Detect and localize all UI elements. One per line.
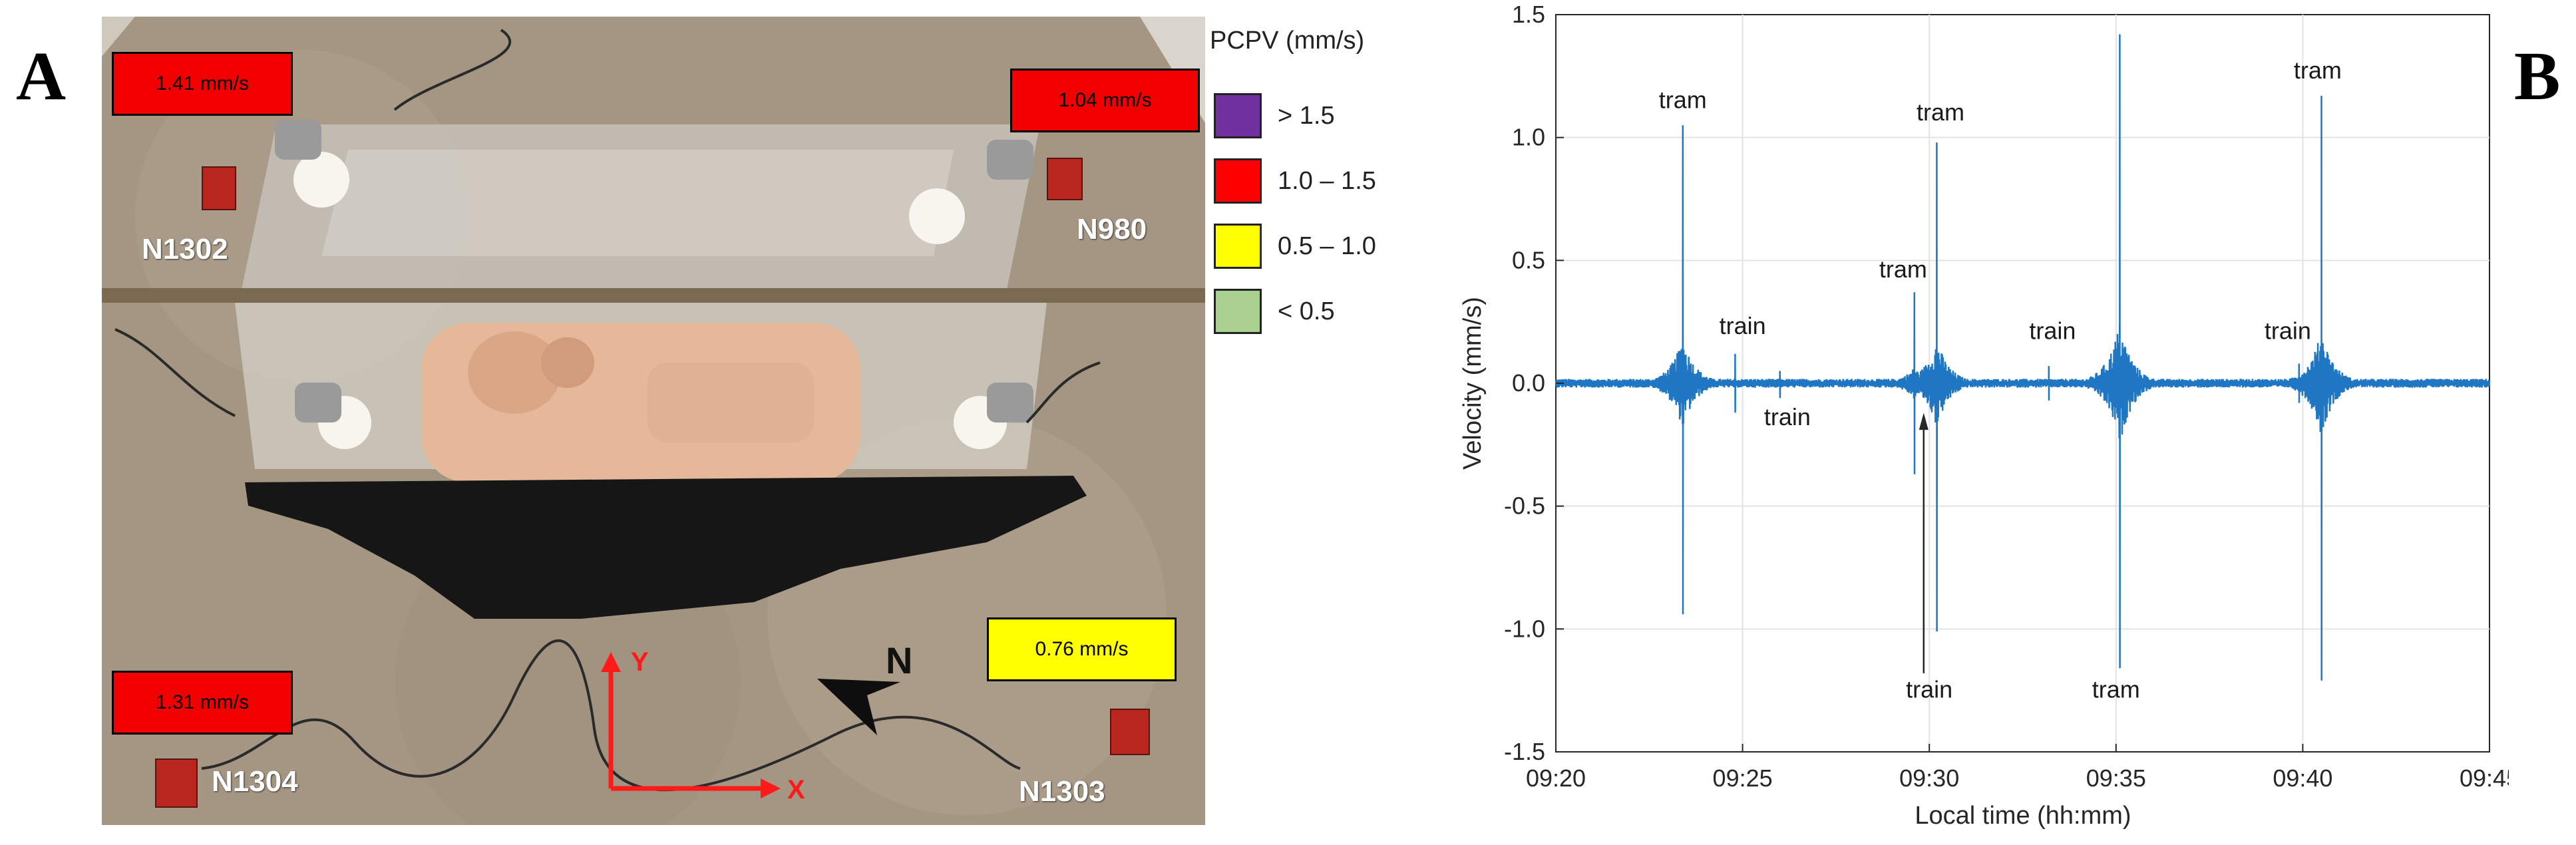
- velocity-line: [1555, 34, 2491, 681]
- x-axis-title: Local time (hh:mm): [1915, 802, 2131, 830]
- y-axis-title: Velocity (mm/s): [1459, 297, 1487, 470]
- annotation-label: train: [2265, 317, 2311, 345]
- photo-scene: [102, 17, 1205, 825]
- y-tick-label: -1.0: [1504, 615, 1545, 642]
- annotation-label: tram: [1659, 86, 1707, 113]
- y-tick-label: 1.0: [1512, 124, 1545, 151]
- y-tick-label: -1.5: [1504, 738, 1545, 765]
- legend-swatch: [1214, 289, 1262, 334]
- annotation-label: train: [1906, 676, 1952, 703]
- axis-ticks: 09:20 09:25 09:30 09:35 09:40 09:45 1.5 1.0 0.5 0…: [1504, 1, 2509, 792]
- legend-label: < 0.5: [1278, 297, 1335, 325]
- legend-swatch: [1214, 224, 1262, 269]
- x-tick-label: 09:40: [2273, 764, 2332, 792]
- y-tick-label: -0.5: [1504, 492, 1545, 520]
- x-tick-label: 09:20: [1526, 764, 1586, 792]
- sensor-label-n1303: N1303: [1019, 775, 1105, 808]
- legend-item: 1.0 – 1.5: [1214, 158, 1376, 204]
- y-axis-label: Y: [631, 647, 649, 677]
- legend-item: > 1.5: [1214, 93, 1335, 138]
- north-arrow-icon: [817, 679, 900, 735]
- legend-item: 0.5 – 1.0: [1214, 224, 1376, 269]
- value-box-n980: 1.04 mm/s: [1010, 69, 1200, 132]
- legend-label: > 1.5: [1278, 101, 1335, 130]
- arrow-head: [1919, 413, 1929, 430]
- black-cloth: [245, 476, 1087, 619]
- north-label: N: [886, 639, 913, 681]
- annotation-label: tram: [2092, 676, 2140, 703]
- sensor-label-n1302: N1302: [142, 233, 228, 265]
- x-axis-label: X: [787, 775, 805, 804]
- value-box-n1303: 0.76 mm/s: [987, 617, 1177, 681]
- sensor-device-n1303: [1110, 709, 1150, 755]
- annotations: tram train train tram tram train train tram trai…: [1659, 57, 2342, 703]
- sensor-label-n980: N980: [1077, 213, 1147, 246]
- legend-swatch: [1214, 93, 1262, 138]
- annotation-label: tram: [2294, 57, 2342, 84]
- panel-b-letter: B: [2514, 38, 2561, 114]
- value-box-n1302: 1.41 mm/s: [112, 52, 293, 116]
- x-tick-label: 09:45: [2460, 764, 2509, 792]
- sensor-device-n1304: [155, 759, 198, 808]
- annotation-label: train: [2029, 317, 2076, 345]
- x-tick-label: 09:35: [2086, 764, 2146, 792]
- y-tick-label: 1.5: [1512, 1, 1545, 28]
- x-tick-label: 09:30: [1899, 764, 1959, 792]
- sarcophagus-photo: 1.41 mm/s 1.04 mm/s 1.31 mm/s 0.76 mm/s …: [102, 17, 1205, 825]
- annotation-arrow: [1919, 413, 1929, 673]
- legend-item: < 0.5: [1214, 289, 1335, 334]
- lamp-icon: [293, 152, 349, 208]
- y-tick-label: 0.0: [1512, 369, 1545, 397]
- annotation-label: tram: [1917, 98, 1964, 126]
- sensor-label-n1304: N1304: [212, 765, 298, 798]
- case-rail: [102, 288, 1205, 303]
- legend-label: 1.0 – 1.5: [1278, 166, 1376, 195]
- annotation-label: train: [1720, 312, 1766, 339]
- pcpv-legend: PCPV (mm/s) > 1.5 1.0 – 1.5 0.5 – 1.0 < …: [1210, 27, 1423, 334]
- velocity-series: [1555, 34, 2491, 681]
- lamp-icon: [909, 188, 965, 244]
- sensor-device-n1302: [202, 166, 236, 210]
- annotation-label: tram: [1879, 255, 1927, 283]
- legend-label: 0.5 – 1.0: [1278, 232, 1376, 260]
- y-tick-label: 0.5: [1512, 246, 1545, 273]
- annotation-label: train: [1764, 403, 1811, 430]
- x-tick-label: 09:25: [1713, 764, 1773, 792]
- value-box-n1304: 1.31 mm/s: [112, 671, 293, 735]
- sensor-device-n980: [1047, 158, 1083, 200]
- panel-a-letter: A: [16, 38, 67, 114]
- velocity-chart: 09:20 09:25 09:30 09:35 09:40 09:45 1.5 1.0 0.5 0…: [1459, 1, 2509, 830]
- legend-swatch: [1214, 158, 1262, 204]
- legend-title: PCPV (mm/s): [1210, 27, 1365, 55]
